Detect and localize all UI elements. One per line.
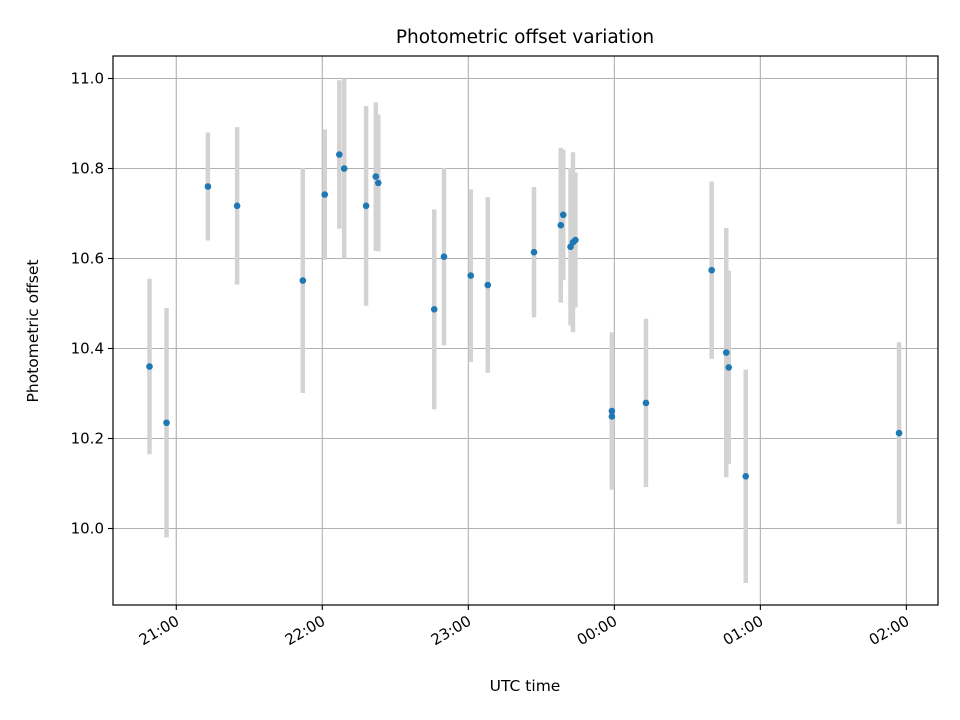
data-point	[336, 151, 343, 158]
data-point	[374, 179, 382, 187]
y-tick-label: 10.8	[71, 160, 104, 178]
data-point	[146, 363, 153, 370]
data-points	[146, 151, 903, 480]
grid-lines	[113, 56, 938, 605]
data-point	[608, 413, 616, 420]
data-point	[204, 183, 212, 190]
data-point	[742, 473, 750, 480]
y-axis-label: Photometric offset	[24, 260, 42, 403]
data-point	[340, 165, 348, 172]
data-point	[722, 349, 730, 356]
data-point	[708, 266, 715, 274]
y-tick-label: 11.0	[71, 70, 104, 88]
data-point	[642, 399, 650, 407]
data-point	[530, 248, 538, 256]
data-point	[233, 202, 241, 210]
data-point	[557, 221, 565, 229]
data-point	[372, 173, 380, 180]
chart-title: Photometric offset variation	[396, 27, 654, 48]
data-point	[484, 281, 492, 289]
data-point	[559, 211, 567, 219]
x-axis-label: UTC time	[490, 677, 561, 695]
plot-frame	[112, 55, 939, 606]
data-point	[299, 277, 307, 284]
data-point	[362, 202, 370, 210]
y-tick-label: 10.6	[71, 250, 104, 268]
data-point	[467, 272, 475, 279]
y-tick-label: 10.0	[71, 520, 104, 538]
data-point	[321, 191, 329, 198]
y-tick-label: 10.4	[71, 340, 104, 358]
data-point	[163, 419, 170, 427]
y-tick-label: 10.2	[71, 430, 104, 448]
data-point	[440, 253, 448, 260]
data-point	[430, 306, 438, 313]
y-axis-ticks: 10.0 10.2 10.4 10.6 10.8 11.0	[71, 70, 113, 538]
data-point	[608, 407, 616, 415]
data-point	[725, 364, 733, 371]
data-point	[572, 236, 579, 244]
data-point	[895, 429, 903, 437]
